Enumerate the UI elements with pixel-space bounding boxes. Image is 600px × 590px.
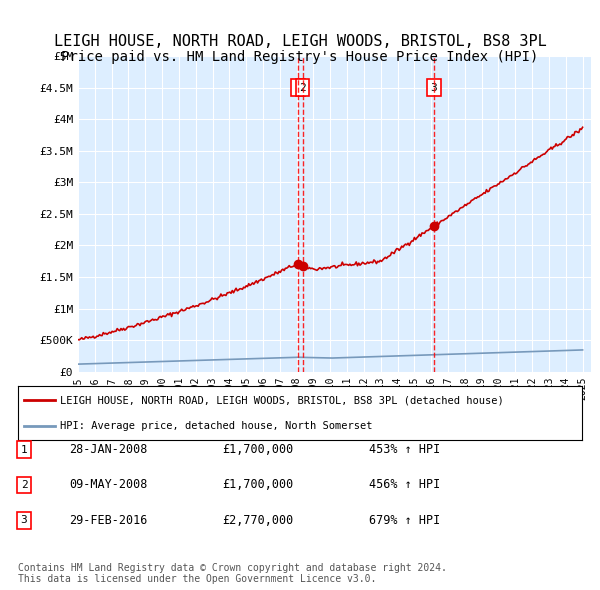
- Text: 1: 1: [295, 83, 301, 93]
- Text: HPI: Average price, detached house, North Somerset: HPI: Average price, detached house, Nort…: [60, 421, 373, 431]
- Text: 1: 1: [20, 445, 28, 454]
- Text: 28-JAN-2008: 28-JAN-2008: [69, 443, 148, 456]
- Text: 2: 2: [299, 83, 306, 93]
- Text: Price paid vs. HM Land Registry's House Price Index (HPI): Price paid vs. HM Land Registry's House …: [61, 50, 539, 64]
- Text: £1,700,000: £1,700,000: [222, 478, 293, 491]
- Text: 3: 3: [431, 83, 437, 93]
- Text: LEIGH HOUSE, NORTH ROAD, LEIGH WOODS, BRISTOL, BS8 3PL: LEIGH HOUSE, NORTH ROAD, LEIGH WOODS, BR…: [53, 34, 547, 49]
- Text: 09-MAY-2008: 09-MAY-2008: [69, 478, 148, 491]
- Text: This data is licensed under the Open Government Licence v3.0.: This data is licensed under the Open Gov…: [18, 574, 376, 584]
- Text: 3: 3: [20, 516, 28, 525]
- Text: 453% ↑ HPI: 453% ↑ HPI: [369, 443, 440, 456]
- Text: Contains HM Land Registry data © Crown copyright and database right 2024.: Contains HM Land Registry data © Crown c…: [18, 563, 447, 573]
- Text: 2: 2: [20, 480, 28, 490]
- Text: LEIGH HOUSE, NORTH ROAD, LEIGH WOODS, BRISTOL, BS8 3PL (detached house): LEIGH HOUSE, NORTH ROAD, LEIGH WOODS, BR…: [60, 395, 504, 405]
- Text: 679% ↑ HPI: 679% ↑ HPI: [369, 514, 440, 527]
- Text: £2,770,000: £2,770,000: [222, 514, 293, 527]
- Text: £1,700,000: £1,700,000: [222, 443, 293, 456]
- Text: 456% ↑ HPI: 456% ↑ HPI: [369, 478, 440, 491]
- Text: 29-FEB-2016: 29-FEB-2016: [69, 514, 148, 527]
